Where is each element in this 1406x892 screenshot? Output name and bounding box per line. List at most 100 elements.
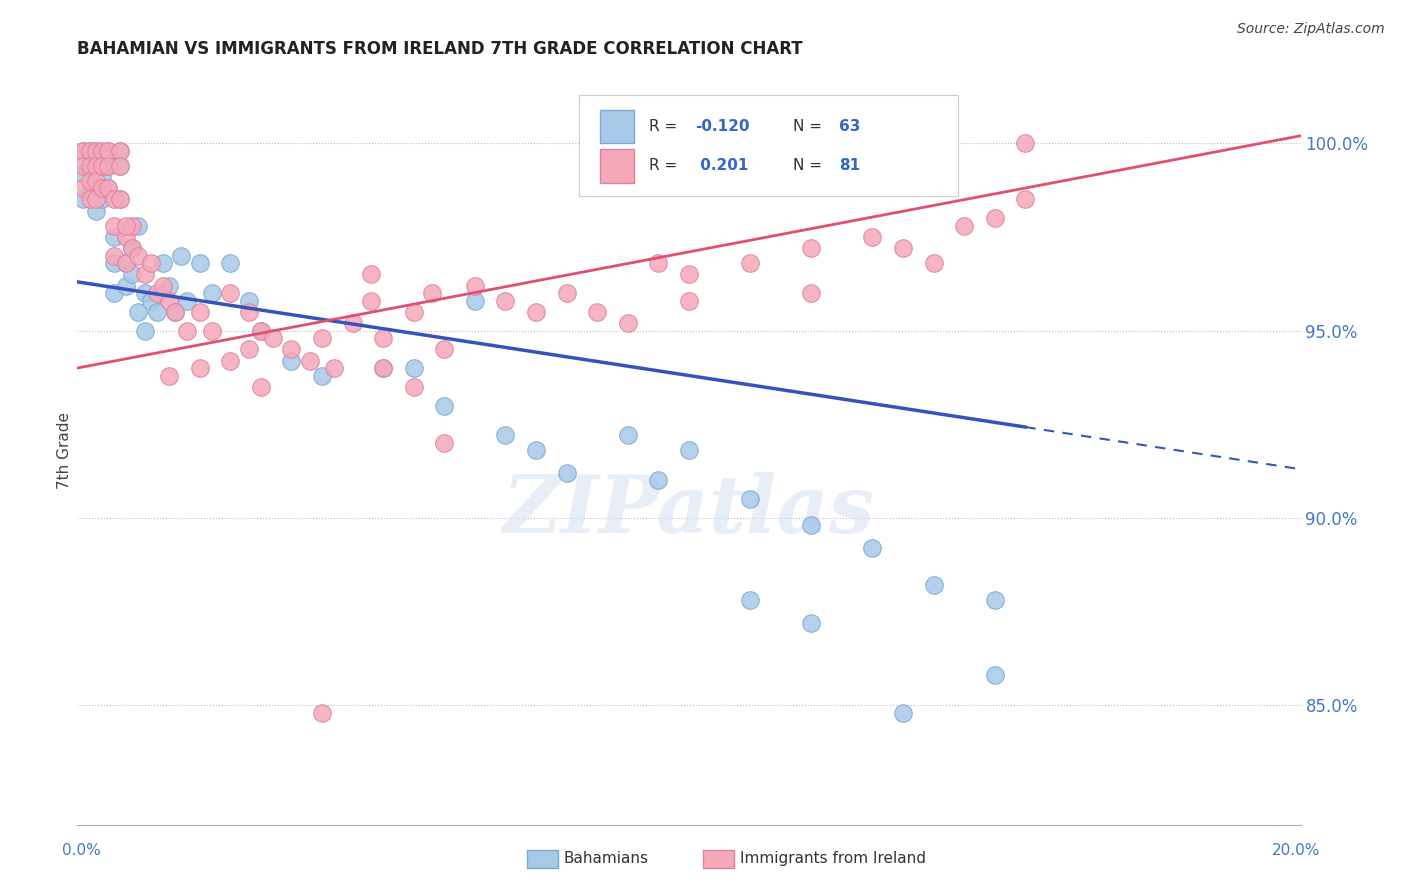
Point — [121, 268, 143, 282]
Point — [238, 343, 260, 357]
Text: Bahamians: Bahamians — [564, 852, 648, 866]
Point — [97, 159, 120, 173]
Point — [79, 144, 101, 158]
Point — [402, 361, 425, 376]
Point — [90, 181, 112, 195]
Point — [103, 286, 125, 301]
Point — [90, 144, 112, 158]
Point — [740, 593, 762, 607]
Point — [262, 331, 284, 345]
Point — [647, 474, 669, 488]
Point — [157, 278, 180, 293]
Point — [678, 443, 700, 458]
Point — [433, 436, 456, 450]
Point — [90, 159, 112, 173]
Text: 0.0%: 0.0% — [62, 843, 101, 857]
Point — [201, 286, 224, 301]
Text: Immigrants from Ireland: Immigrants from Ireland — [740, 852, 925, 866]
Text: 20.0%: 20.0% — [1272, 843, 1320, 857]
Point — [371, 361, 394, 376]
Point — [97, 144, 120, 158]
Point — [134, 324, 156, 338]
Point — [84, 144, 107, 158]
Point — [862, 230, 884, 244]
Point — [524, 305, 547, 319]
Point — [115, 230, 138, 244]
Point — [79, 159, 101, 173]
Point — [922, 578, 945, 592]
Point — [72, 144, 94, 158]
Point — [464, 293, 486, 308]
Text: N =: N = — [793, 158, 827, 173]
Point — [146, 305, 169, 319]
FancyBboxPatch shape — [599, 110, 634, 144]
Point — [238, 305, 260, 319]
Point — [311, 706, 333, 720]
Point — [402, 305, 425, 319]
Text: -0.120: -0.120 — [695, 119, 749, 134]
Point — [157, 368, 180, 383]
Point — [108, 159, 131, 173]
Point — [311, 368, 333, 383]
Point — [84, 181, 107, 195]
Point — [79, 193, 101, 207]
Point — [170, 249, 193, 263]
Point — [371, 361, 394, 376]
Point — [800, 241, 823, 255]
Point — [103, 256, 125, 270]
Point — [201, 324, 224, 338]
Point — [188, 361, 211, 376]
Point — [79, 185, 101, 199]
Point — [152, 278, 174, 293]
Point — [495, 428, 517, 442]
Point — [250, 324, 273, 338]
Point — [72, 144, 94, 158]
Point — [72, 193, 94, 207]
Point — [984, 593, 1007, 607]
Point — [740, 256, 762, 270]
Point — [922, 256, 945, 270]
Text: 0.201: 0.201 — [695, 158, 748, 173]
Point — [121, 219, 143, 233]
Point — [115, 256, 138, 270]
FancyBboxPatch shape — [579, 95, 957, 195]
Point — [617, 428, 640, 442]
Point — [84, 193, 107, 207]
Point — [238, 293, 260, 308]
Point — [115, 278, 138, 293]
Point — [165, 305, 187, 319]
Point — [72, 166, 94, 180]
Point — [311, 331, 333, 345]
Point — [371, 331, 394, 345]
Point — [79, 144, 101, 158]
Point — [862, 541, 884, 555]
Point — [342, 316, 364, 330]
Point — [984, 668, 1007, 682]
Point — [108, 159, 131, 173]
Text: Source: ZipAtlas.com: Source: ZipAtlas.com — [1237, 22, 1385, 37]
Point — [90, 193, 112, 207]
Point — [323, 361, 346, 376]
Point — [97, 159, 120, 173]
Point — [678, 293, 700, 308]
Point — [420, 286, 443, 301]
Point — [103, 249, 125, 263]
Y-axis label: 7th Grade: 7th Grade — [56, 412, 72, 489]
Text: 63: 63 — [839, 119, 860, 134]
Point — [72, 159, 94, 173]
Point — [176, 324, 198, 338]
Point — [188, 256, 211, 270]
Point — [134, 268, 156, 282]
Point — [250, 324, 273, 338]
Point — [219, 256, 242, 270]
Point — [984, 211, 1007, 226]
Point — [464, 278, 486, 293]
Point — [108, 193, 131, 207]
Point — [103, 219, 125, 233]
Point — [433, 399, 456, 413]
Point — [953, 219, 976, 233]
Point — [127, 219, 149, 233]
Point — [134, 286, 156, 301]
Point — [84, 203, 107, 218]
Point — [219, 353, 242, 368]
